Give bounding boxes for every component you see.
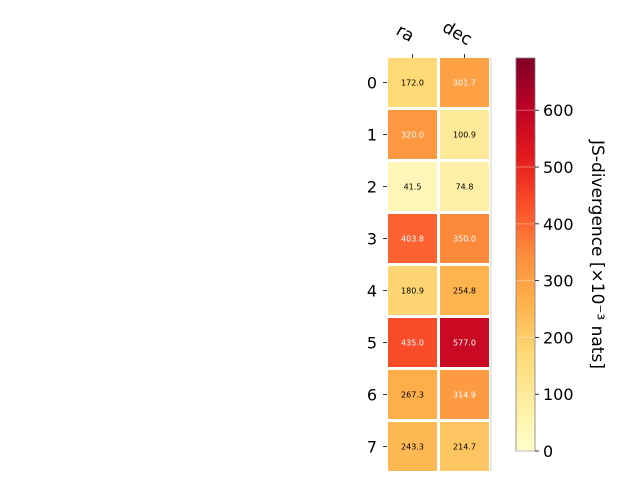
heatmap-cell — [388, 266, 437, 315]
colorbar-tick-label: 100 — [543, 385, 574, 404]
row-label: 1 — [367, 126, 377, 145]
heatmap-cell — [440, 58, 489, 107]
cell-value-label: 301.7 — [453, 79, 476, 88]
heatmap-cell — [388, 370, 437, 419]
row-label: 4 — [367, 282, 377, 301]
heatmap-cell — [388, 422, 437, 471]
heatmap-cell — [440, 214, 489, 263]
cell-value-label: 41.5 — [404, 183, 422, 192]
row-label: 0 — [367, 74, 377, 93]
row-label: 7 — [367, 438, 377, 457]
cell-value-label: 243.3 — [401, 443, 424, 452]
colorbar-tick-label: 600 — [543, 101, 574, 120]
cell-value-label: 180.9 — [401, 287, 424, 296]
row-labels: 0 1 2 3 4 5 6 7 — [367, 74, 387, 457]
heatmap-cell — [440, 370, 489, 419]
cell-value-label: 172.0 — [401, 79, 424, 88]
row-label: 3 — [367, 230, 377, 249]
cell-value-label: 350.0 — [453, 235, 476, 244]
cell-value-label: 577.0 — [453, 339, 476, 348]
row-label: 2 — [367, 178, 377, 197]
row-label: 5 — [367, 334, 377, 353]
heatmap-cell — [388, 162, 437, 211]
column-label: dec — [439, 17, 476, 50]
colorbar-ticks: 0 100 200 300 400 500 600 — [516, 101, 574, 461]
row-label: 6 — [367, 386, 377, 405]
heatmap-cell — [388, 58, 437, 107]
colorbar-tick-label: 400 — [543, 215, 574, 234]
cell-value-label: 74.8 — [456, 183, 474, 192]
colorbar: 0 100 200 300 400 500 600 JS-divergence [×10⁻³… — [515, 57, 607, 461]
colorbar-tick-label: 500 — [543, 158, 574, 177]
colorbar-gradient — [515, 57, 536, 452]
cell-value-label: 214.7 — [453, 443, 476, 452]
cell-value-label: 403.8 — [401, 235, 424, 244]
heatmap-cell — [440, 422, 489, 471]
heatmap-cell — [388, 214, 437, 263]
cell-value-label: 267.3 — [401, 391, 424, 400]
heatmap-cell — [440, 110, 489, 159]
colorbar-label: JS-divergence [×10⁻³ nats] — [587, 139, 607, 369]
cell-value-label: 435.0 — [401, 339, 424, 348]
column-labels: ra dec — [392, 17, 475, 58]
heatmap-cell — [388, 318, 437, 367]
cell-value-label: 320.0 — [401, 131, 424, 140]
colorbar-tick-label: 0 — [543, 442, 553, 461]
heatmap-cell — [440, 318, 489, 367]
cell-value-label: 100.9 — [453, 131, 476, 140]
heatmap-grid: 172.0 301.7 320.0 100.9 41.5 74.8 403.8 350.0 18… — [388, 58, 492, 471]
heatmap-cell — [440, 266, 489, 315]
colorbar-tick-label: 200 — [543, 328, 574, 347]
column-label: ra — [392, 21, 417, 47]
colorbar-tick-label: 300 — [543, 272, 574, 291]
heatmap-cell — [440, 162, 489, 211]
heatmap-cell — [388, 110, 437, 159]
cell-value-label: 314.9 — [453, 391, 476, 400]
cell-value-label: 254.8 — [453, 287, 476, 296]
